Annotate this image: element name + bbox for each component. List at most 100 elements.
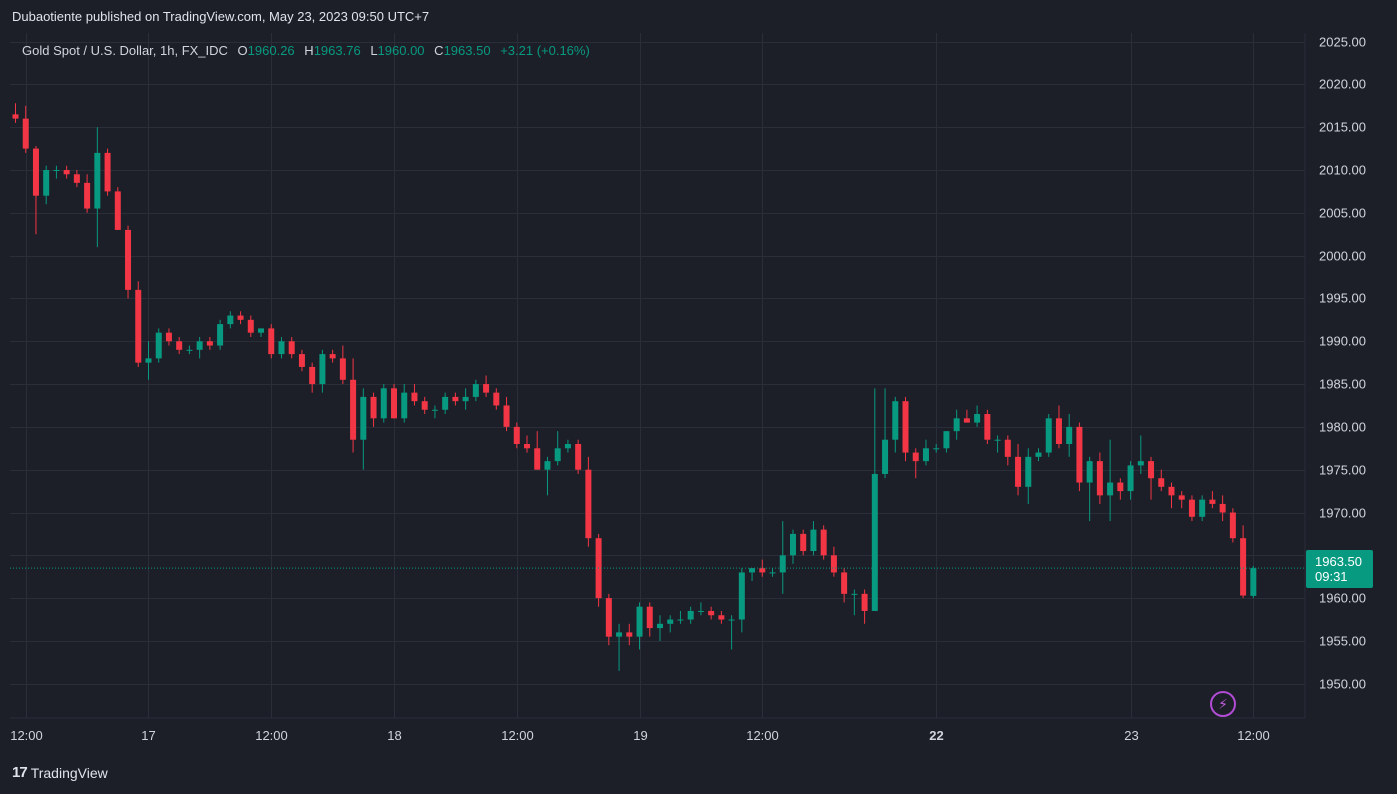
candle-body (1035, 452, 1042, 457)
candle-body (656, 623, 663, 629)
candle (718, 610, 725, 624)
candle-body (421, 401, 428, 410)
candle-body (953, 418, 960, 432)
candle (1127, 461, 1134, 500)
candle-body (165, 332, 172, 342)
candle-body (687, 610, 694, 620)
candle (830, 546, 837, 577)
candle (1250, 565, 1257, 599)
candle (810, 521, 817, 556)
candle-body (227, 315, 234, 325)
candle (554, 431, 561, 466)
candle (135, 281, 142, 367)
candle (728, 615, 735, 650)
candle-body (830, 555, 837, 573)
candle-body (278, 341, 285, 355)
candle-body (1209, 499, 1216, 504)
candle (32, 146, 39, 235)
time-tick-label: 18 (387, 728, 401, 743)
candle (544, 456, 551, 496)
candle (534, 431, 541, 470)
candle (319, 349, 326, 393)
candle (912, 448, 919, 479)
price-tick-label: 1950.00 (1319, 677, 1366, 692)
candle (1137, 435, 1144, 474)
candle-body (943, 431, 950, 449)
candle-body (73, 174, 80, 183)
candle-body (1188, 499, 1195, 517)
grid-lines (10, 33, 1305, 718)
candle-body (1096, 461, 1103, 496)
lightning-icon[interactable]: ⚡ (1210, 691, 1236, 717)
candle-body (493, 392, 500, 406)
time-tick-label: 23 (1124, 728, 1138, 743)
candle (43, 165, 50, 205)
time-axis[interactable]: 12:00 17 12:00 18 12:00 19 12:00 22 23 12:00 (10, 728, 1270, 743)
symbol-name: Gold Spot / U.S. Dollar, 1h, FX_IDC (22, 43, 228, 58)
candle (1035, 448, 1042, 462)
high-label: H (304, 43, 314, 58)
candle (738, 568, 745, 633)
low-label: L (370, 43, 378, 58)
candle (1158, 469, 1165, 492)
close-label: C (434, 43, 444, 58)
candle-body (800, 533, 807, 552)
last-price-tag: 1963.50 09:31 (1306, 550, 1373, 588)
candle (206, 336, 213, 350)
candle (1004, 435, 1011, 466)
candle-body (125, 229, 132, 290)
candle-body (912, 452, 919, 462)
candle (165, 328, 172, 346)
candle (575, 439, 582, 474)
candle-body (575, 444, 582, 470)
candle-body (503, 405, 510, 427)
open-value: 1960.26 (247, 43, 295, 58)
candle (1240, 525, 1247, 599)
candle-body (196, 341, 203, 350)
candle (1219, 495, 1226, 522)
candle (391, 384, 398, 419)
candle-body (1127, 465, 1134, 492)
candle-body (452, 396, 459, 402)
price-tick-label: 1960.00 (1319, 591, 1366, 606)
candle (749, 568, 756, 581)
candle (984, 409, 991, 444)
candle (258, 328, 265, 337)
candle-body (789, 533, 796, 556)
candle (1229, 508, 1236, 543)
candle-body (1250, 568, 1257, 596)
candle-body (258, 328, 265, 333)
candle (697, 602, 704, 616)
candle (237, 311, 244, 325)
candle-body (820, 529, 827, 556)
candle-body (1004, 439, 1011, 457)
candle-body (391, 388, 398, 419)
tradingview-brand[interactable]: 17 TradingView (12, 764, 108, 781)
candle-body (43, 170, 50, 196)
candle (145, 341, 152, 380)
candle (687, 606, 694, 624)
candle (401, 384, 408, 423)
close-value: 1963.50 (443, 43, 491, 58)
candle-body (861, 593, 868, 611)
candle-body (1158, 478, 1165, 487)
price-axis[interactable]: 2025.00 2020.00 2015.00 2010.00 2005.00 2000.… (1319, 35, 1366, 692)
candle (411, 384, 418, 406)
candle-body (994, 439, 1001, 441)
candle-body (176, 341, 183, 350)
price-tick-label: 1970.00 (1319, 506, 1366, 521)
candle-body (206, 341, 213, 346)
candle (114, 187, 121, 230)
candles (12, 103, 1257, 671)
candle-body (922, 448, 929, 462)
candle-body (483, 384, 490, 393)
candle (452, 392, 459, 406)
candle-body (186, 349, 193, 351)
candle-body (339, 358, 346, 380)
candle (227, 311, 234, 329)
candle (943, 431, 950, 453)
candle (667, 615, 674, 633)
candle (626, 623, 633, 646)
price-tick-label: 2000.00 (1319, 249, 1366, 264)
